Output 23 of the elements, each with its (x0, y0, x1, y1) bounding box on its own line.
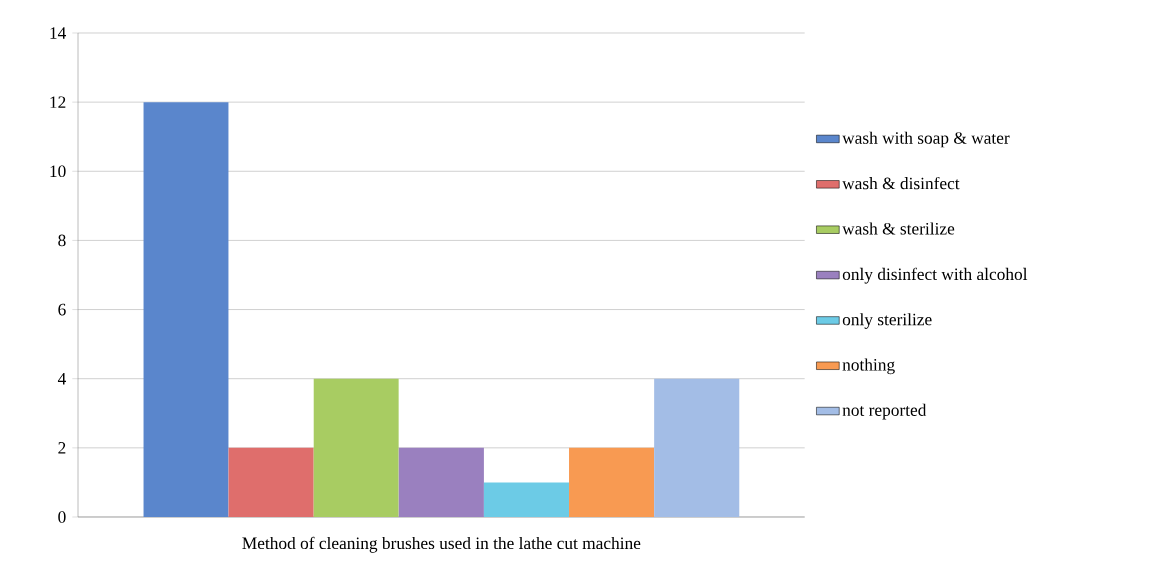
y-tick-label: 10 (50, 165, 66, 178)
y-tick-label: 12 (50, 96, 66, 108)
x-tick-label: Method of cleaning brushes used in the lathe cut machine (242, 536, 641, 553)
y-tick-label: 4 (57, 372, 67, 385)
legend-label: wash with soap & water (842, 131, 1010, 148)
bar (398, 447, 484, 517)
bar (313, 378, 399, 517)
y-tick-label: 0 (58, 511, 66, 523)
legend-label: wash & sterilize (842, 222, 955, 235)
bar (654, 378, 740, 517)
y-tick-label: 14 (50, 27, 67, 39)
bar (483, 482, 570, 517)
legend-label: only disinfect with alcohol (842, 267, 1028, 284)
legend-label: nothing (842, 358, 895, 375)
bar (569, 447, 655, 517)
bar (143, 102, 229, 517)
legend-label: wash & disinfect (842, 176, 960, 190)
legend-label: only sterilize (842, 313, 932, 329)
bar (228, 447, 314, 517)
legend-label: not reported (842, 403, 927, 420)
y-tick-label: 2 (58, 442, 66, 454)
y-tick-label: 6 (58, 303, 66, 316)
y-tick-label: 8 (58, 234, 66, 247)
